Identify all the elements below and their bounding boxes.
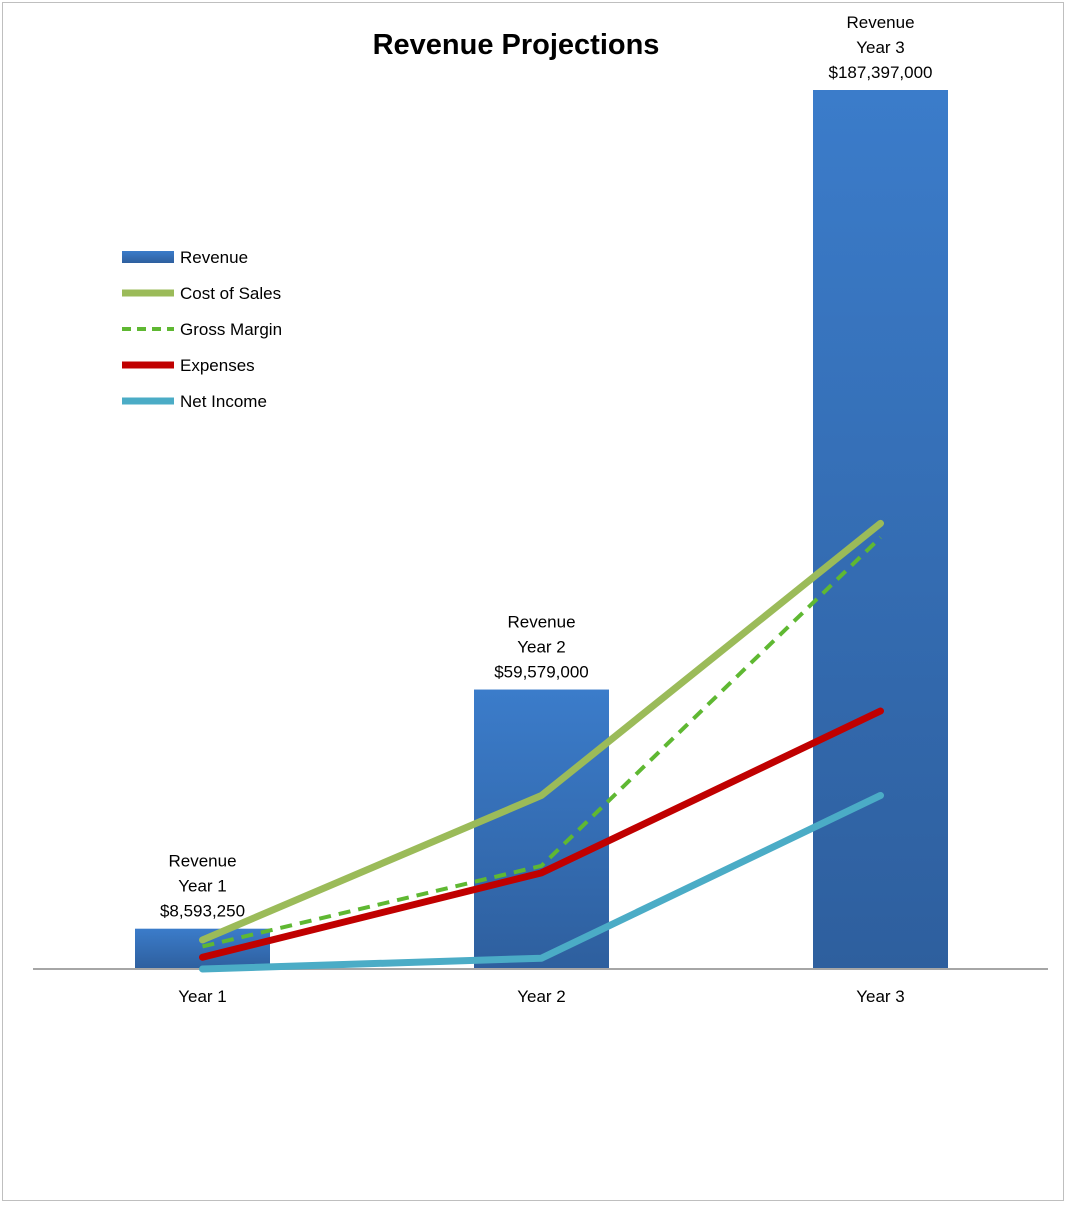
legend-label-net-income: Net Income — [180, 392, 267, 411]
data-label-3-line-1: Revenue — [846, 13, 914, 32]
series-line-gross-margin — [202, 536, 882, 949]
legend-label-gross-margin: Gross Margin — [180, 320, 282, 339]
legend-swatch-revenue — [122, 251, 174, 263]
data-label-2-line-2: Year 2 — [517, 638, 566, 657]
data-label-3-line-2: Year 3 — [856, 38, 905, 57]
data-label-1-line-2: Year 1 — [178, 877, 227, 896]
legend: Revenue Cost of Sales Gross Margin Expenses… — [122, 248, 282, 411]
data-label-1-line-1: Revenue — [168, 852, 236, 871]
legend-label-expenses: Expenses — [180, 356, 255, 375]
data-label-2-line-1: Revenue — [507, 613, 575, 632]
chart-title: Revenue Projections — [373, 29, 660, 61]
x-tick-label: Year 1 — [178, 987, 227, 1006]
data-label-3-line-3: $187,397,000 — [829, 63, 933, 82]
series-line-cost-of-sales — [199, 519, 884, 944]
bars-layer — [135, 90, 948, 969]
legend-label-revenue: Revenue — [180, 248, 248, 267]
data-label-1-line-3: $8,593,250 — [160, 902, 245, 921]
lines-layer — [199, 519, 884, 973]
data-label-2-line-3: $59,579,000 — [494, 663, 589, 682]
x-tick-label: Year 2 — [517, 987, 566, 1006]
series-line-net-income — [199, 791, 884, 973]
legend-label-cost-of-sales: Cost of Sales — [180, 284, 281, 303]
labels-layer: Revenue Year 1 $8,593,250 Revenue Year 2 $59,… — [160, 13, 933, 1006]
series-line-expenses — [199, 707, 884, 961]
x-tick-label: Year 3 — [856, 987, 905, 1006]
bar-year-3 — [813, 90, 948, 969]
bar-year-2 — [474, 689, 609, 969]
